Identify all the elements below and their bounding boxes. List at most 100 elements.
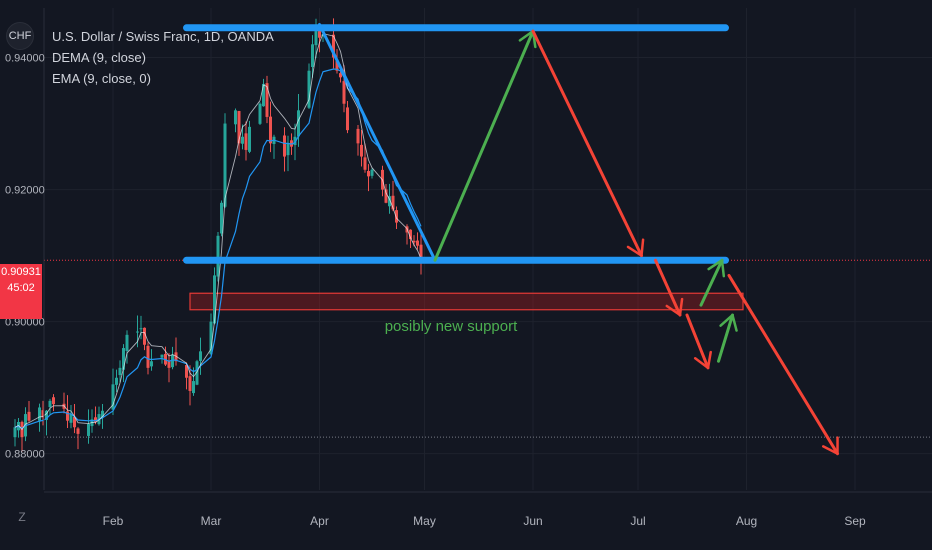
candle-body xyxy=(185,365,188,378)
projected-bounce-arrow-2-head xyxy=(731,313,738,332)
candle-body xyxy=(174,352,178,362)
y-tick-label: 0.90000 xyxy=(5,317,45,329)
projected-breakdown-arrow-head xyxy=(822,445,839,455)
candle-body xyxy=(286,143,290,156)
candle-body xyxy=(41,410,45,418)
candle-body xyxy=(339,73,342,78)
candle-body xyxy=(321,34,325,36)
candle-body xyxy=(262,83,265,107)
projected-bounce-arrow xyxy=(699,258,724,307)
candle-body xyxy=(45,410,48,420)
candle-body xyxy=(101,410,104,418)
candle-body xyxy=(388,196,391,207)
candle-body xyxy=(136,331,139,333)
x-tick-label: Jun xyxy=(523,514,542,528)
candle-body xyxy=(52,397,55,405)
projected-dip-arrow-head xyxy=(665,304,682,317)
chart-title[interactable]: U.S. Dollar / Swiss Franc, 1D, OANDA xyxy=(52,29,274,44)
candle-body xyxy=(115,377,118,385)
candle-body xyxy=(143,327,146,345)
candle-body xyxy=(314,31,318,46)
candle-body xyxy=(241,136,244,144)
x-tick-label: Jul xyxy=(630,514,645,528)
ema-indicator-label[interactable]: EMA (9, close, 0) xyxy=(52,71,151,86)
projected-bounce-arrow-head xyxy=(720,258,726,278)
x-axis: Feb Mar Apr May Jun Jul Aug Sep xyxy=(44,491,932,528)
y-tick-label: 0.88000 xyxy=(5,449,45,461)
projected-rally-arrow-head xyxy=(518,29,535,42)
candle-body xyxy=(283,135,286,157)
candle-body xyxy=(342,81,346,104)
candle-body xyxy=(118,367,122,376)
candle-body xyxy=(412,240,416,243)
projected-decline-arrow-head xyxy=(626,245,643,257)
candle-body xyxy=(13,427,17,438)
x-tick-label: Aug xyxy=(736,514,757,528)
countdown-timer: 45:02 xyxy=(7,282,35,294)
candle-body xyxy=(209,321,213,355)
projected-bounce-arrow-2-head xyxy=(719,313,734,327)
candle-body xyxy=(69,414,73,423)
candle-body xyxy=(216,235,220,277)
dema-indicator-label[interactable]: DEMA (9, close) xyxy=(52,50,146,65)
candle-body xyxy=(346,107,349,131)
x-tick-label: Apr xyxy=(310,514,329,528)
support-annotation: posibly new support xyxy=(385,318,518,335)
candle-body xyxy=(199,351,202,361)
dema-line xyxy=(14,33,422,431)
candle-body xyxy=(416,240,419,246)
support-zone xyxy=(189,292,744,311)
candle-body xyxy=(192,381,195,394)
candle-body xyxy=(38,407,41,421)
candle-body xyxy=(27,411,31,421)
candle-body xyxy=(297,110,300,137)
candle-body xyxy=(111,384,115,410)
y-axis: 0.88000 0.90000 0.92000 0.94000 xyxy=(5,8,45,490)
candle-body xyxy=(311,44,314,67)
projected-decline-arrow xyxy=(531,29,643,258)
candle-body xyxy=(234,110,237,125)
candle-body xyxy=(237,111,241,144)
ema-line xyxy=(14,68,422,430)
y-tick-label: 0.92000 xyxy=(5,185,45,197)
projected-dip-arrow-2-head xyxy=(693,357,710,370)
candle-body xyxy=(332,34,335,58)
candle-body xyxy=(150,361,153,367)
candle-body xyxy=(265,83,269,117)
candle-body xyxy=(146,345,150,368)
candle-body xyxy=(213,275,216,324)
candle-body xyxy=(223,123,227,207)
last-price-value: 0.90931 xyxy=(1,266,41,278)
candle-body xyxy=(395,210,398,223)
candle-body xyxy=(125,334,129,351)
candle-body xyxy=(269,116,272,144)
projected-dip-arrow-2-head xyxy=(706,350,712,370)
candle-body xyxy=(160,354,164,358)
y-tick-label: 0.94000 xyxy=(5,53,45,65)
support-zone-rect xyxy=(189,292,744,311)
timezone-toggle-icon[interactable]: Z xyxy=(18,510,26,524)
candle-body xyxy=(139,328,143,330)
candle-body xyxy=(94,417,97,422)
candle-body xyxy=(66,411,69,421)
projected-dip-arrow-2 xyxy=(685,313,710,370)
x-tick-label: Sep xyxy=(844,514,866,528)
candle-body xyxy=(220,202,223,234)
candle-body xyxy=(87,423,90,436)
projected-rally-arrow xyxy=(433,29,535,262)
symbol-icon[interactable]: CHF xyxy=(6,22,34,50)
candle-body xyxy=(167,360,171,368)
candle-body xyxy=(48,400,52,408)
candle-body xyxy=(318,31,321,38)
candle-body xyxy=(409,229,412,240)
candle-body xyxy=(391,195,395,210)
candle-body xyxy=(360,144,363,157)
candle-body xyxy=(76,428,80,434)
x-tick-label: May xyxy=(413,514,436,528)
x-tick-label: Mar xyxy=(201,514,222,528)
decline-line xyxy=(318,23,437,262)
candle-body xyxy=(122,348,125,370)
moving-average-lines xyxy=(14,33,422,431)
candle-body xyxy=(419,244,423,259)
